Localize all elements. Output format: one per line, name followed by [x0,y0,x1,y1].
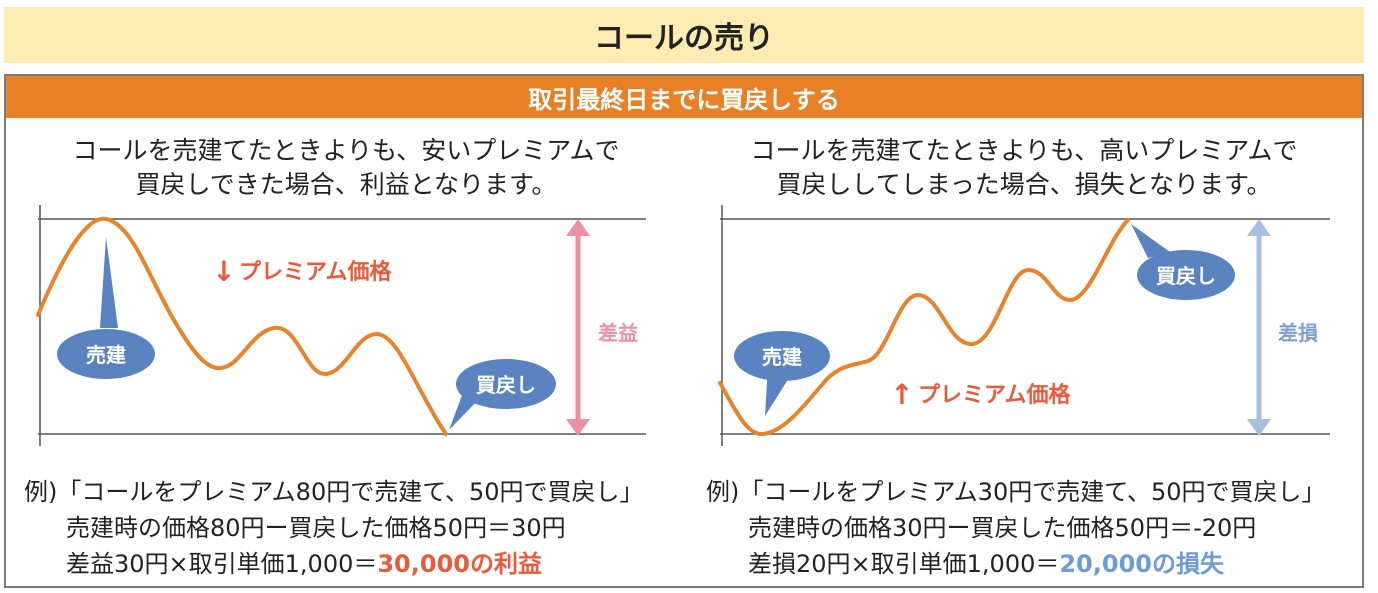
left-sell-label: 売建 [86,343,126,367]
right-buy-label: 買戻し [1156,264,1216,288]
right-sell-label: 売建 [762,345,802,369]
right-price-line [718,218,1130,436]
left-example: 例)「コールをプレミアム80円で売建て、50円で買戻し」 売建時の価格80円ー買… [24,474,644,582]
left-sell-bubble-tail [100,237,118,328]
right-desc-line2: 買戻ししてしまった場合、損失となります。 [776,170,1272,199]
left-sell-bubble [57,329,155,379]
right-example-line3: 差損20円×取引単価1,000＝20,000の損失 [706,546,1326,582]
right-diff-arrow-top [1247,219,1271,236]
left-buy-bubble [456,359,556,409]
left-diff-arrow-top [566,219,590,236]
right-chart: 売建 買戻し ↑ プレミアム価格 差損 [718,205,1330,446]
left-desc-line1: コールを売建てたときよりも、安いプレミアムで [72,136,620,165]
right-buy-bubble [1137,250,1235,300]
left-example-line3: 差益30円×取引単価1,000＝30,000の利益 [24,546,644,582]
left-description: コールを売建てたときよりも、安いプレミアムで 買戻しできた場合、利益となります。 [36,134,656,202]
left-desc-line2: 買戻しできた場合、利益となります。 [135,170,557,199]
subtitle-bar: 取引最終日までに買戻しする [6,76,1362,118]
right-example-line2: 売建時の価格30円ー買戻した価格50円＝-20円 [748,514,1257,542]
main-panel: 取引最終日までに買戻しする コールを売建てたときよりも、安いプレミアムで 買戻し… [4,74,1364,588]
right-diff-arrow-bottom [1247,419,1271,436]
right-example-line3-prefix: 差損20円×取引単価1,000＝ [748,550,1060,578]
left-diff-arrow-bottom [566,419,590,436]
left-example-line3-prefix: 差益30円×取引単価1,000＝ [66,550,378,578]
right-trend-label: プレミアム価格 [918,382,1071,408]
left-diff-label: 差益 [598,321,638,345]
right-example-result: 20,000の損失 [1059,550,1224,578]
page-title: コールの売り [4,7,1364,63]
right-example: 例)「コールをプレミアム30円で売建て、50円で買戻し」 売建時の価格30円ー買… [706,474,1326,582]
right-trend-arrow: ↑ [890,378,913,411]
right-description: コールを売建てたときよりも、高いプレミアムで 買戻ししてしまった場合、損失となり… [714,134,1334,202]
left-example-result: 30,000の利益 [377,550,542,578]
left-example-line2: 売建時の価格80円ー買戻した価格50円＝30円 [66,514,566,542]
left-trend-label: プレミアム価格 [239,259,392,285]
left-price-line [36,216,448,436]
left-trend-arrow: ↓ [212,255,235,288]
right-buy-bubble-tail [1131,224,1170,258]
left-example-line1: 例)「コールをプレミアム80円で売建て、50円で買戻し」 [24,478,644,506]
right-desc-line1: コールを売建てたときよりも、高いプレミアムで [750,136,1298,165]
left-chart: 売建 買戻し ↓ プレミアム価格 差益 [36,205,646,446]
right-sell-bubble [734,331,830,381]
right-diff-label: 差損 [1278,321,1319,345]
right-example-line1: 例)「コールをプレミアム30円で売建て、50円で買戻し」 [706,478,1326,506]
left-buy-label: 買戻し [476,373,536,397]
